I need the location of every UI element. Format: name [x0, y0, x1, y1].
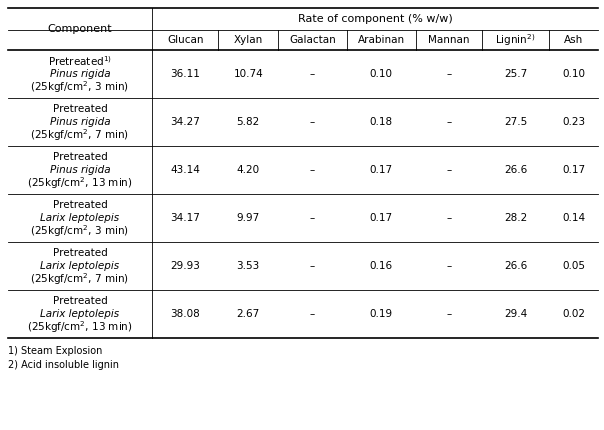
- Text: 10.74: 10.74: [233, 69, 263, 79]
- Text: 0.10: 0.10: [562, 69, 585, 79]
- Text: 43.14: 43.14: [170, 165, 200, 175]
- Text: –: –: [310, 117, 315, 127]
- Text: (25kgf/cm$^2$, 7 min): (25kgf/cm$^2$, 7 min): [30, 271, 129, 286]
- Text: 29.93: 29.93: [170, 261, 200, 271]
- Text: –: –: [310, 309, 315, 319]
- Text: Pretreated: Pretreated: [53, 249, 108, 258]
- Text: Pinus rigida: Pinus rigida: [50, 165, 110, 175]
- Text: 27.5: 27.5: [504, 117, 527, 127]
- Text: 25.7: 25.7: [504, 69, 527, 79]
- Text: 2.67: 2.67: [237, 309, 260, 319]
- Text: 26.6: 26.6: [504, 261, 527, 271]
- Text: 28.2: 28.2: [504, 213, 527, 223]
- Text: 34.27: 34.27: [170, 117, 200, 127]
- Text: Lignin$^{2)}$: Lignin$^{2)}$: [495, 32, 536, 48]
- Text: Xylan: Xylan: [234, 35, 263, 45]
- Text: 2) Acid insoluble lignin: 2) Acid insoluble lignin: [8, 360, 119, 370]
- Text: Pretreated: Pretreated: [53, 152, 108, 163]
- Text: –: –: [310, 69, 315, 79]
- Text: 34.17: 34.17: [170, 213, 200, 223]
- Text: (25kgf/cm$^2$, 3 min): (25kgf/cm$^2$, 3 min): [30, 223, 129, 239]
- Text: 0.05: 0.05: [562, 261, 585, 271]
- Text: –: –: [310, 213, 315, 223]
- Text: 26.6: 26.6: [504, 165, 527, 175]
- Text: 1) Steam Explosion: 1) Steam Explosion: [8, 346, 102, 356]
- Text: –: –: [446, 117, 452, 127]
- Text: (25kgf/cm$^2$, 13 min): (25kgf/cm$^2$, 13 min): [27, 319, 133, 335]
- Text: 0.17: 0.17: [370, 165, 393, 175]
- Text: Ash: Ash: [564, 35, 583, 45]
- Text: Pretreated: Pretreated: [53, 104, 108, 114]
- Text: 0.17: 0.17: [562, 165, 585, 175]
- Text: Arabinan: Arabinan: [358, 35, 405, 45]
- Text: 0.23: 0.23: [562, 117, 585, 127]
- Text: Mannan: Mannan: [428, 35, 470, 45]
- Text: 5.82: 5.82: [237, 117, 260, 127]
- Text: –: –: [446, 261, 452, 271]
- Text: –: –: [446, 69, 452, 79]
- Text: –: –: [446, 165, 452, 175]
- Text: 0.10: 0.10: [370, 69, 393, 79]
- Text: –: –: [310, 261, 315, 271]
- Text: Glucan: Glucan: [167, 35, 204, 45]
- Text: Larix leptolepis: Larix leptolepis: [40, 213, 120, 223]
- Text: Rate of component (% w/w): Rate of component (% w/w): [298, 14, 452, 24]
- Text: (25kgf/cm$^2$, 3 min): (25kgf/cm$^2$, 3 min): [30, 79, 129, 95]
- Text: Pinus rigida: Pinus rigida: [50, 117, 110, 127]
- Text: Component: Component: [48, 24, 112, 34]
- Text: (25kgf/cm$^2$, 7 min): (25kgf/cm$^2$, 7 min): [30, 127, 129, 142]
- Text: 36.11: 36.11: [170, 69, 200, 79]
- Text: 9.97: 9.97: [237, 213, 260, 223]
- Text: 4.20: 4.20: [237, 165, 260, 175]
- Text: 0.19: 0.19: [370, 309, 393, 319]
- Text: Pinus rigida: Pinus rigida: [50, 69, 110, 79]
- Text: 0.17: 0.17: [370, 213, 393, 223]
- Text: –: –: [446, 309, 452, 319]
- Text: Pretreated: Pretreated: [53, 200, 108, 210]
- Text: 0.02: 0.02: [562, 309, 585, 319]
- Text: Pretreated$^{1)}$: Pretreated$^{1)}$: [48, 55, 112, 68]
- Text: 38.08: 38.08: [170, 309, 200, 319]
- Text: 0.18: 0.18: [370, 117, 393, 127]
- Text: (25kgf/cm$^2$, 13 min): (25kgf/cm$^2$, 13 min): [27, 175, 133, 190]
- Text: Pretreated: Pretreated: [53, 296, 108, 306]
- Text: –: –: [446, 213, 452, 223]
- Text: 3.53: 3.53: [237, 261, 260, 271]
- Text: Larix leptolepis: Larix leptolepis: [40, 261, 120, 271]
- Text: Larix leptolepis: Larix leptolepis: [40, 309, 120, 319]
- Text: –: –: [310, 165, 315, 175]
- Text: 0.16: 0.16: [370, 261, 393, 271]
- Text: 0.14: 0.14: [562, 213, 585, 223]
- Text: 29.4: 29.4: [504, 309, 527, 319]
- Text: Galactan: Galactan: [289, 35, 336, 45]
